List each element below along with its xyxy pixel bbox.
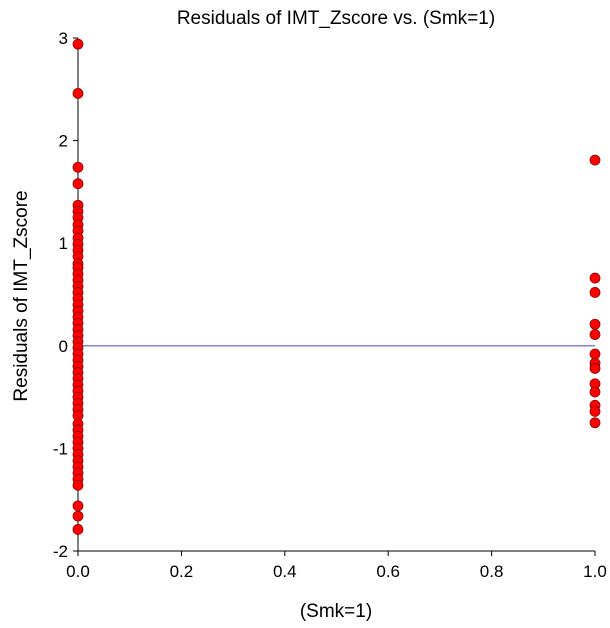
x-tick-label: 0.0 (66, 562, 90, 581)
data-points-group (72, 38, 601, 535)
data-point (72, 161, 84, 173)
y-tick-label: 0 (59, 337, 68, 356)
x-tick-label: 0.4 (273, 562, 297, 581)
x-tick-label: 0.6 (376, 562, 400, 581)
y-tick-label: 3 (59, 29, 68, 48)
data-point (72, 500, 84, 512)
data-point (589, 406, 601, 417)
x-axis-label: (Smk=1) (300, 601, 372, 622)
data-point (72, 524, 84, 535)
y-tick-label: 1 (59, 234, 68, 253)
data-point (589, 272, 601, 284)
data-point (589, 386, 601, 398)
data-point (589, 154, 601, 166)
data-point (589, 348, 601, 360)
axes-group (77, 38, 595, 552)
data-point (72, 88, 84, 99)
chart-title: Residuals of IMT_Zscore vs. (Smk=1) (177, 8, 495, 29)
x-tick-label: 0.8 (480, 562, 504, 581)
data-point (589, 417, 601, 429)
ticks-group: 0.0 0.2 0.4 0.6 0.8 1.0 -2 -1 0 1 2 3 (53, 29, 607, 581)
data-point (589, 318, 601, 330)
y-tick-label: -1 (53, 439, 68, 458)
data-point (72, 178, 84, 190)
data-point (72, 510, 84, 522)
data-point (72, 38, 84, 50)
y-axis-label: Residuals of IMT_Zscore (11, 190, 32, 401)
data-point (589, 329, 601, 340)
x-tick-label: 0.2 (170, 562, 194, 581)
y-tick-label: -2 (53, 542, 68, 561)
x-tick-label: 1.0 (583, 562, 607, 581)
data-point (589, 287, 601, 298)
y-tick-label: 2 (59, 132, 68, 151)
data-point (589, 362, 601, 374)
data-point (72, 479, 84, 491)
